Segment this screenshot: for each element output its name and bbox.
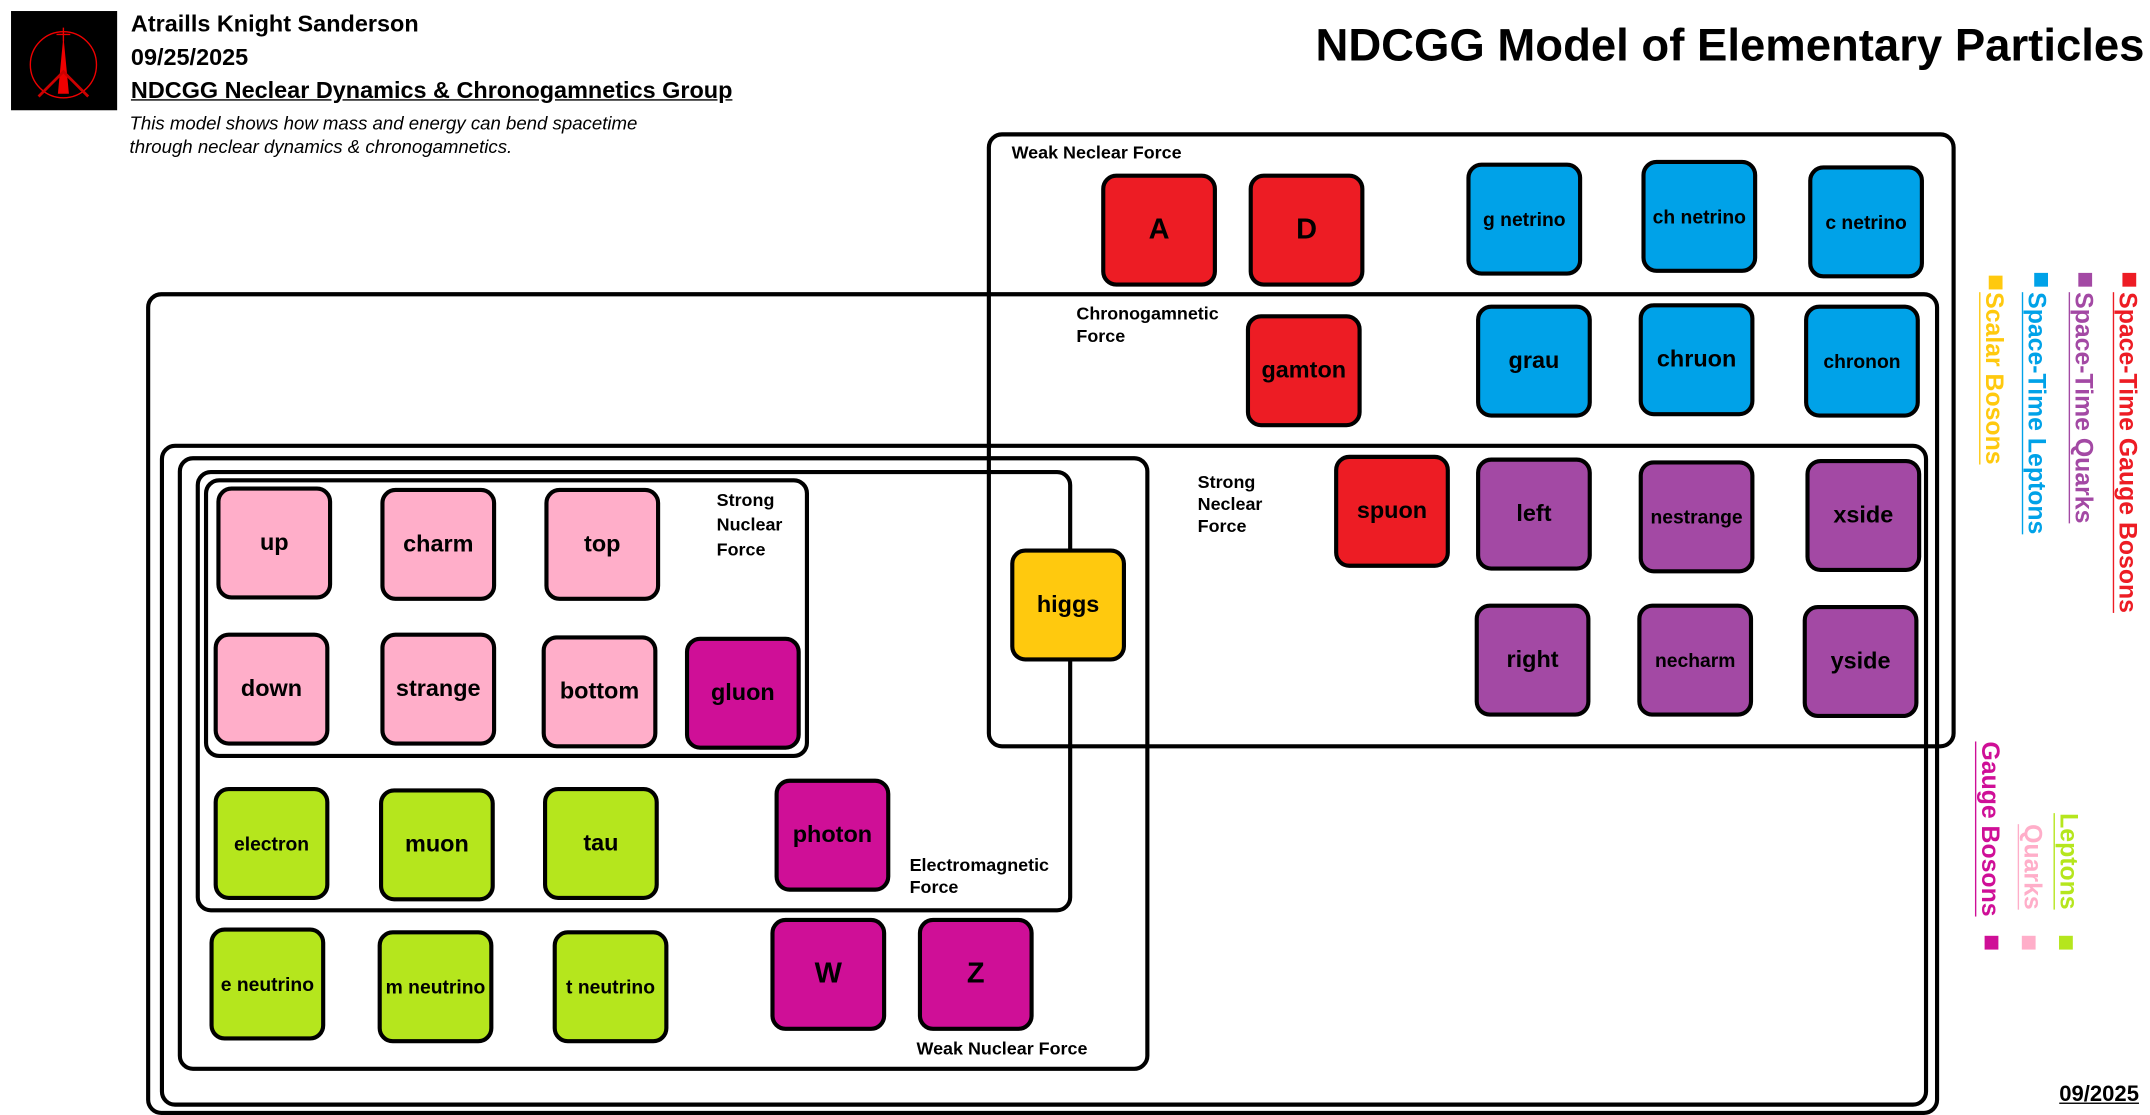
strong-nuclear-force-label-3: Force — [716, 538, 766, 560]
group-logo — [11, 11, 118, 111]
chronogamnetic-force-label-1: Chronogamnetic — [1076, 303, 1219, 324]
particle-grau: grau — [1476, 304, 1592, 418]
particle-left: left — [1476, 457, 1592, 571]
particle-tau: tau — [543, 786, 659, 900]
page-title: NDCGG Model of Elementary Particles — [1315, 19, 2145, 71]
legend-swatch-scalar-bosons — [1988, 275, 2003, 290]
weak-neclear-force-box — [986, 132, 1956, 749]
particle-chruon: chruon — [1638, 303, 1755, 417]
author-name: Atraills Knight Sanderson — [130, 11, 419, 38]
particle-higgs: higgs — [1010, 548, 1126, 662]
legend-swatch-gauge-bosons — [1984, 935, 1999, 950]
particle-down: down — [213, 632, 330, 746]
particle-yside: yside — [1802, 605, 1919, 719]
particle-strange: strange — [380, 632, 497, 746]
strong-neclear-force-box — [159, 443, 1929, 1107]
particle-spuon: spuon — [1334, 454, 1450, 568]
electromagnetic-force-label-2: Force — [909, 876, 959, 898]
strong-neclear-force-label-2: Neclear — [1197, 493, 1263, 515]
particle-g-netrino: g netrino — [1466, 162, 1583, 276]
legend-scalar-bosons: Scalar Bosons — [1980, 292, 2009, 465]
strong-nuclear-force-label-1: Strong — [716, 489, 775, 510]
particle-electron: electron — [213, 786, 330, 900]
strong-nuclear-force-label-2: Nuclear — [716, 514, 783, 535]
group-name: NDCGG Neclear Dynamics & Chronogamnetics… — [130, 77, 733, 104]
description-line-1: This model shows how mass and energy can… — [129, 113, 638, 134]
description-line-2: through neclear dynamics & chronogamneti… — [129, 136, 513, 158]
logo-emblem-icon — [29, 27, 98, 99]
strong-neclear-force-label-3: Force — [1197, 515, 1247, 537]
particle-right: right — [1474, 603, 1591, 717]
legend-gauge-bosons: Gauge Bosons — [1976, 741, 2004, 917]
weak-nuclear-force-box — [177, 456, 1150, 1071]
legend-space-time-leptons: Space-Time Leptons — [2023, 292, 2051, 535]
particle-charm: charm — [380, 487, 497, 601]
legend-swatch-space-time-quarks — [2078, 272, 2093, 287]
particle-bottom: bottom — [541, 635, 658, 749]
legend-swatch-quarks — [2021, 935, 2036, 950]
legend-space-time-gauge-bosons: Space-Time Gauge Bosons — [2114, 292, 2142, 613]
particle-t-neutrino: t neutrino — [552, 930, 669, 1044]
legend-swatch-space-time-gauge-bosons — [2122, 272, 2137, 287]
chronogamnetic-force-label-2: Force — [1076, 325, 1126, 346]
weak-nuclear-force-label: Weak Nuclear Force — [916, 1037, 1088, 1059]
header-date: 09/25/2025 — [130, 44, 249, 71]
particle-m-neutrino: m neutrino — [377, 930, 494, 1044]
particle-xside: xside — [1805, 458, 1922, 572]
particle-chronon: chronon — [1804, 304, 1920, 418]
particle-e-neutrino: e neutrino — [209, 927, 326, 1041]
particle-ch-netrino: ch netrino — [1641, 159, 1758, 273]
particle-D: D — [1248, 173, 1365, 287]
particle-A: A — [1101, 173, 1217, 287]
particle-gamton: gamton — [1245, 314, 1362, 428]
footer-date: 09/2025 — [2059, 1083, 2139, 1107]
strong-nuclear-force-box — [203, 478, 810, 759]
particle-nestrange: nestrange — [1638, 460, 1755, 574]
particle-c-netrino: c netrino — [1808, 165, 1924, 279]
strong-neclear-force-label-1: Strong — [1197, 471, 1256, 493]
particle-top: top — [544, 487, 661, 601]
electromagnetic-force-label-1: Electromagnetic — [909, 854, 1050, 876]
legend-swatch-leptons — [2059, 935, 2073, 950]
legend-leptons: Leptons — [2054, 813, 2083, 910]
particle-W: W — [770, 917, 887, 1031]
particle-gluon: gluon — [684, 636, 801, 750]
legend-swatch-space-time-leptons — [2034, 272, 2049, 287]
legend-space-time-quarks: Space-Time Quarks — [2070, 292, 2098, 524]
legend-quarks: Quarks — [2019, 824, 2047, 910]
particle-up: up — [216, 486, 333, 600]
weak-neclear-force-label: Weak Neclear Force — [1011, 141, 1182, 163]
particle-Z: Z — [917, 917, 1034, 1031]
electromagnetic-force-box — [195, 469, 1073, 913]
particle-photon: photon — [774, 778, 891, 892]
particle-necharm: necharm — [1637, 603, 1754, 717]
particle-muon: muon — [379, 788, 495, 902]
